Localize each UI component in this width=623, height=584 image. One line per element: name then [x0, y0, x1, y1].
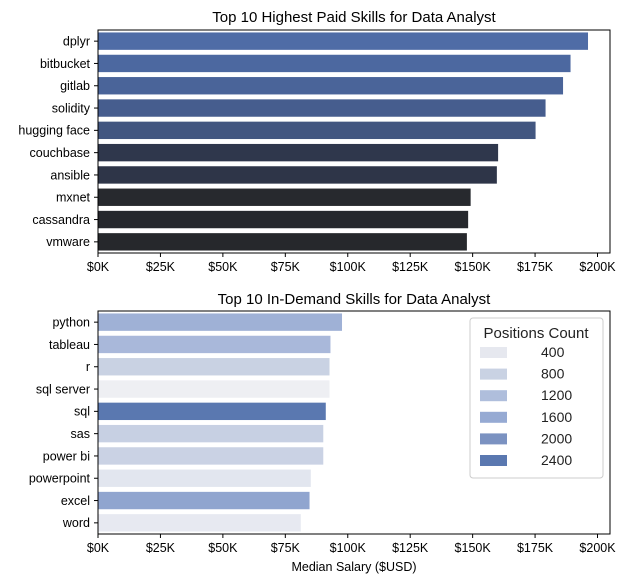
chart-bottom-bars	[98, 313, 343, 532]
legend-label: 1600	[541, 409, 572, 425]
chart-top: Top 10 Highest Paid Skills for Data Anal…	[18, 9, 616, 274]
chart-top-bar-couchbase	[98, 143, 499, 162]
chart-bottom-y-tick-label: r	[86, 360, 90, 374]
chart-top-x-tick-label: $50K	[208, 260, 238, 274]
chart-bottom-y-tick-labels: python tableau r sql server sql sas power bi po…	[29, 315, 98, 530]
chart-bottom-y-tick-label: power bi	[43, 449, 90, 463]
chart-top-bar-cassandra	[98, 210, 469, 229]
chart-top-bar-vmware	[98, 233, 467, 251]
chart-top-bar-bitbucket	[98, 54, 571, 73]
chart-bottom-x-tick-label: $75K	[271, 541, 301, 555]
chart-bottom-bar-r	[98, 358, 330, 376]
legend-entries: 400 800 1200 1600 2000 2400	[480, 344, 572, 468]
chart-bottom-x-tick-label: $50K	[208, 541, 238, 555]
chart-bottom-bar-sql	[98, 402, 326, 421]
chart-top-x-tick-label: $100K	[330, 260, 367, 274]
chart-top-y-tick-label: ansible	[50, 168, 90, 182]
chart-bottom-y-tick-label: sql server	[36, 382, 90, 396]
chart-bottom-bar-powerpoint	[98, 469, 311, 487]
legend-label: 800	[541, 366, 565, 382]
chart-top-y-tick-label: solidity	[52, 101, 91, 115]
legend-label: 2000	[541, 430, 572, 446]
chart-bottom-x-axis-label: Median Salary ($USD)	[291, 560, 416, 574]
chart-top-x-tick-label: $175K	[517, 260, 554, 274]
chart-top-bar-hugging-face	[98, 121, 536, 140]
chart-bottom-x-ticks: $0K $25K $50K $75K $100K $125K $150K $175K $200K	[87, 534, 616, 555]
chart-top-y-tick-label: cassandra	[32, 213, 90, 227]
chart-top-y-tick-label: mxnet	[56, 191, 91, 205]
chart-top-x-tick-label: $150K	[455, 260, 492, 274]
chart-top-plot-frame	[97, 29, 611, 254]
chart-top-y-tick-label: bitbucket	[40, 57, 91, 71]
chart-top-x-tick-label: $125K	[392, 260, 429, 274]
chart-bottom-bar-power-bi	[98, 447, 324, 465]
legend-swatch	[480, 368, 507, 380]
chart-top-x-tick-label: $0K	[87, 260, 110, 274]
chart-bottom-y-tick-label: excel	[61, 494, 90, 508]
chart-top-bar-mxnet	[98, 188, 471, 206]
chart-bottom: Top 10 In-Demand Skills for Data Analyst…	[29, 291, 616, 574]
chart-bottom-y-tick-label: word	[62, 516, 90, 530]
legend-label: 400	[541, 344, 565, 360]
chart-top-x-ticks: $0K $25K $50K $75K $100K $125K $150K $175K $200K	[87, 253, 616, 274]
chart-top-bar-dplyr	[98, 32, 589, 50]
legend-label: 1200	[541, 387, 572, 403]
chart-top-bars	[98, 32, 589, 251]
chart-top-x-tick-label: $25K	[146, 260, 176, 274]
chart-top-title: Top 10 Highest Paid Skills for Data Anal…	[212, 9, 496, 26]
chart-top-bar-gitlab	[98, 77, 564, 95]
chart-bottom-x-tick-label: $175K	[517, 541, 554, 555]
chart-top-bar-solidity	[98, 99, 546, 117]
chart-top-y-tick-labels: dplyr bitbucket gitlab solidity hugging face…	[18, 34, 98, 249]
chart-bottom-bar-sql-server	[98, 380, 330, 398]
chart-bottom-bar-python	[98, 313, 343, 331]
chart-bottom-title: Top 10 In-Demand Skills for Data Analyst	[218, 291, 491, 308]
chart-top-y-tick-label: vmware	[46, 235, 90, 249]
legend-swatch	[480, 390, 507, 402]
chart-top-bar-ansible	[98, 166, 497, 184]
legend-swatch	[480, 411, 507, 423]
legend-title: Positions Count	[483, 325, 589, 342]
legend-swatch	[480, 347, 507, 358]
legend-swatch	[480, 455, 507, 466]
chart-bottom-y-tick-label: python	[52, 315, 90, 329]
chart-bottom-x-tick-label: $25K	[146, 541, 176, 555]
chart-bottom-x-tick-label: $0K	[87, 541, 110, 555]
chart-top-y-tick-label: gitlab	[60, 79, 90, 93]
chart-top-y-tick-label: hugging face	[18, 124, 90, 138]
chart-bottom-x-tick-label: $100K	[330, 541, 367, 555]
chart-top-x-tick-label: $200K	[579, 260, 616, 274]
legend: Positions Count 400 800 1200 1600 2000 2400	[469, 317, 604, 479]
chart-bottom-x-tick-label: $125K	[392, 541, 429, 555]
legend-swatch	[480, 433, 507, 445]
chart-bottom-bar-tableau	[98, 335, 331, 354]
chart-bottom-y-tick-label: sql	[74, 405, 90, 419]
chart-top-x-tick-label: $75K	[271, 260, 301, 274]
chart-bottom-y-tick-label: tableau	[49, 338, 90, 352]
chart-top-y-tick-label: couchbase	[30, 146, 91, 160]
legend-label: 2400	[541, 452, 572, 468]
chart-bottom-y-tick-label: sas	[71, 427, 90, 441]
chart-bottom-x-tick-label: $200K	[579, 541, 616, 555]
chart-bottom-bar-excel	[98, 491, 310, 510]
chart-bottom-bar-word	[98, 514, 301, 532]
chart-bottom-y-tick-label: powerpoint	[29, 472, 91, 486]
chart-bottom-bar-sas	[98, 424, 324, 443]
chart-bottom-plot-frame	[97, 310, 611, 535]
chart-bottom-x-tick-label: $150K	[455, 541, 492, 555]
chart-top-y-tick-label: dplyr	[63, 34, 90, 48]
